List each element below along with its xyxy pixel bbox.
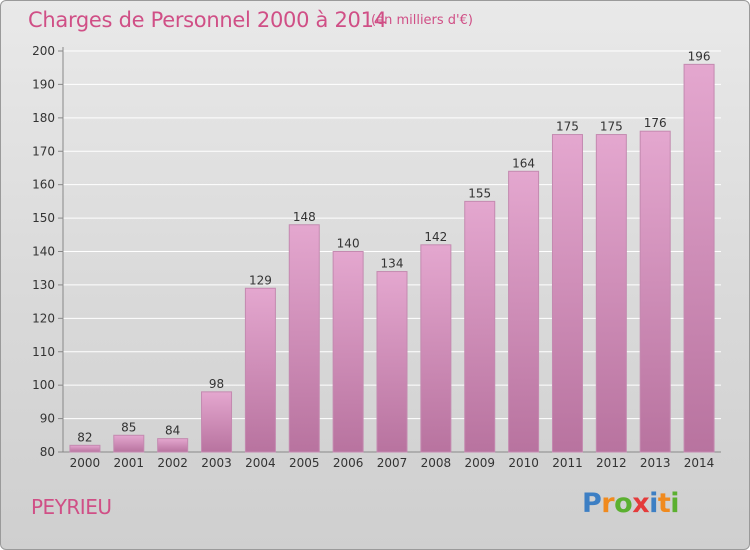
x-tick-label: 2000 bbox=[70, 456, 101, 470]
x-tick-label: 2011 bbox=[552, 456, 583, 470]
logo-letter: x bbox=[632, 488, 650, 519]
y-tick-label: 140 bbox=[32, 245, 55, 259]
bar-value-label: 98 bbox=[209, 377, 224, 391]
bar-value-label: 155 bbox=[468, 186, 491, 200]
bar bbox=[683, 63, 715, 453]
x-tick-label: 2001 bbox=[114, 456, 145, 470]
chart-subtitle: (en milliers d'€) bbox=[371, 13, 473, 28]
y-tick-label: 100 bbox=[32, 378, 55, 392]
bar-value-label: 196 bbox=[688, 49, 711, 63]
logo-letter: t bbox=[657, 488, 671, 519]
y-tick-label: 160 bbox=[32, 178, 55, 192]
y-tick-label: 190 bbox=[32, 77, 55, 91]
logo-letter: o bbox=[614, 488, 633, 519]
bar-value-label: 164 bbox=[512, 156, 535, 170]
bar-value-label: 175 bbox=[600, 120, 623, 134]
x-tick-label: 2007 bbox=[377, 456, 408, 470]
bar-value-label: 148 bbox=[293, 210, 316, 224]
bar bbox=[639, 130, 671, 453]
bar-value-label: 176 bbox=[644, 116, 667, 130]
x-tick-label: 2006 bbox=[333, 456, 364, 470]
x-tick-label: 2014 bbox=[684, 456, 715, 470]
x-tick-label: 2009 bbox=[464, 456, 495, 470]
bar bbox=[551, 134, 583, 453]
logo-letter: i bbox=[670, 488, 680, 519]
x-tick-label: 2003 bbox=[201, 456, 232, 470]
bar-value-label: 142 bbox=[424, 230, 447, 244]
bar bbox=[113, 434, 145, 453]
y-tick-label: 150 bbox=[32, 211, 55, 225]
y-tick-label: 170 bbox=[32, 144, 55, 158]
x-tick-label: 2012 bbox=[596, 456, 627, 470]
bar bbox=[464, 200, 496, 453]
y-tick-label: 200 bbox=[32, 44, 55, 58]
y-tick-label: 180 bbox=[32, 111, 55, 125]
bar-value-label: 85 bbox=[121, 420, 136, 434]
bar-value-label: 129 bbox=[249, 273, 272, 287]
bar bbox=[595, 134, 627, 453]
bar bbox=[244, 287, 276, 453]
chart-title: Charges de Personnel 2000 à 2014 bbox=[28, 8, 387, 32]
bar-value-label: 140 bbox=[337, 237, 360, 251]
y-tick-label: 110 bbox=[32, 345, 55, 359]
bar-value-label: 175 bbox=[556, 120, 579, 134]
logo-letter: P bbox=[582, 488, 602, 519]
bar-value-label: 84 bbox=[165, 424, 180, 438]
x-tick-label: 2013 bbox=[640, 456, 671, 470]
x-tick-label: 2008 bbox=[421, 456, 452, 470]
x-tick-label: 2005 bbox=[289, 456, 320, 470]
proxiti-logo: Proxiti bbox=[582, 488, 680, 519]
bar-value-label: 82 bbox=[77, 430, 92, 444]
bar bbox=[420, 244, 452, 453]
commune-name: PEYRIEU bbox=[31, 495, 112, 519]
logo-letter: i bbox=[649, 488, 658, 519]
bar bbox=[508, 170, 540, 453]
bar bbox=[201, 391, 233, 453]
y-tick-label: 80 bbox=[40, 445, 55, 459]
bar bbox=[69, 444, 101, 453]
logo-letter: r bbox=[601, 488, 615, 519]
x-tick-label: 2010 bbox=[508, 456, 539, 470]
y-tick-label: 130 bbox=[32, 278, 55, 292]
bar bbox=[376, 271, 408, 453]
bar bbox=[157, 438, 189, 453]
y-tick-label: 90 bbox=[40, 412, 55, 426]
y-tick-label: 120 bbox=[32, 311, 55, 325]
bar bbox=[288, 224, 320, 453]
bar-value-label: 134 bbox=[381, 257, 404, 271]
x-tick-label: 2002 bbox=[157, 456, 188, 470]
bar bbox=[332, 251, 364, 453]
x-tick-label: 2004 bbox=[245, 456, 276, 470]
